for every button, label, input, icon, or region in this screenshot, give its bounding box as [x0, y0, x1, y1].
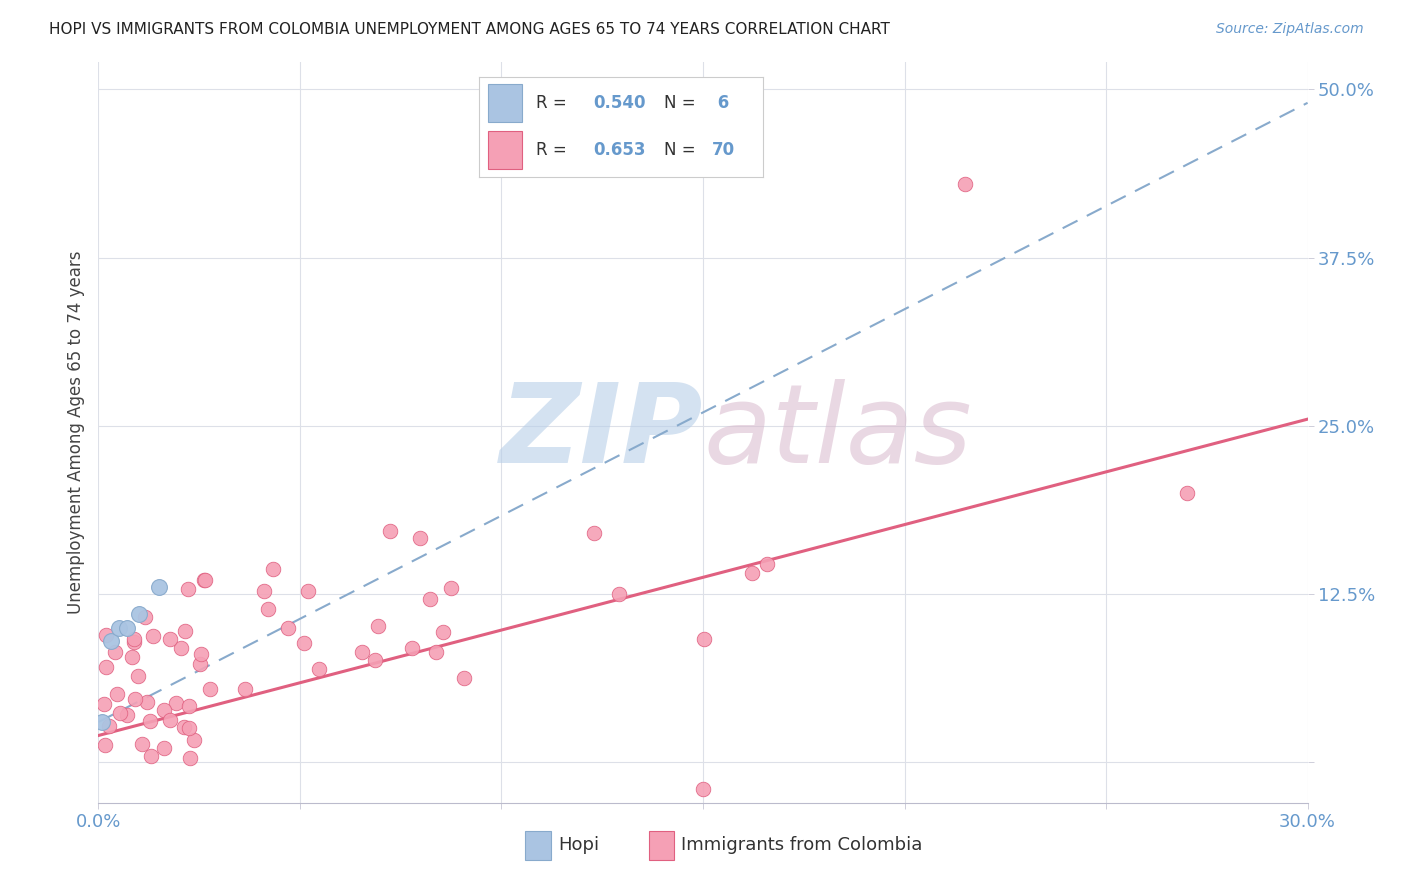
Point — [122, 632, 145, 646]
Point — [297, 583, 319, 598]
Point — [105, 687, 128, 701]
Point — [440, 581, 463, 595]
Point — [367, 619, 389, 633]
Point — [693, 632, 716, 646]
Point — [953, 177, 976, 191]
Point — [425, 645, 447, 659]
Point — [198, 681, 221, 696]
Point — [419, 591, 441, 606]
Point — [257, 602, 280, 616]
Point — [409, 531, 432, 545]
Text: HOPI VS IMMIGRANTS FROM COLOMBIA UNEMPLOYMENT AMONG AGES 65 TO 74 YEARS CORRELAT: HOPI VS IMMIGRANTS FROM COLOMBIA UNEMPLO… — [49, 22, 890, 37]
Point — [124, 691, 146, 706]
Point — [139, 748, 162, 763]
Point — [253, 583, 276, 598]
Point — [96, 628, 118, 642]
Point — [308, 661, 330, 675]
Point — [401, 640, 423, 655]
Point — [607, 587, 630, 601]
Point — [179, 750, 201, 764]
Point — [98, 718, 121, 732]
Point — [194, 573, 217, 587]
Point — [262, 561, 284, 575]
Point — [165, 696, 187, 710]
Point — [741, 566, 763, 581]
Text: Source: ZipAtlas.com: Source: ZipAtlas.com — [1216, 22, 1364, 37]
Point — [135, 695, 157, 709]
Point — [104, 645, 127, 659]
Point — [174, 624, 197, 638]
Point — [378, 524, 401, 539]
Text: atlas: atlas — [703, 379, 972, 486]
Point — [350, 645, 373, 659]
Point — [115, 621, 138, 635]
Point — [193, 573, 215, 587]
Point — [179, 721, 201, 735]
Point — [159, 714, 181, 728]
Point — [159, 632, 181, 647]
Point — [170, 641, 193, 656]
Point — [94, 660, 117, 674]
Point — [148, 581, 170, 595]
Point — [583, 526, 606, 541]
Point — [173, 720, 195, 734]
Point — [100, 634, 122, 648]
Y-axis label: Unemployment Among Ages 65 to 74 years: Unemployment Among Ages 65 to 74 years — [66, 251, 84, 615]
Point — [453, 671, 475, 685]
Point — [153, 740, 176, 755]
Point — [277, 621, 299, 635]
Point — [177, 582, 200, 597]
Point — [128, 607, 150, 622]
Text: ZIP: ZIP — [499, 379, 703, 486]
Point — [108, 706, 131, 720]
Point — [122, 635, 145, 649]
Point — [432, 624, 454, 639]
Point — [107, 621, 129, 635]
Point — [153, 704, 176, 718]
Point — [94, 738, 117, 752]
Point — [121, 650, 143, 665]
Point — [117, 707, 139, 722]
Point — [692, 782, 714, 797]
Point — [91, 714, 114, 729]
Point — [177, 698, 200, 713]
Point — [131, 737, 153, 751]
Point — [292, 635, 315, 649]
Point — [127, 668, 149, 682]
Point — [755, 558, 778, 572]
Point — [364, 653, 387, 667]
Point — [183, 732, 205, 747]
Point — [233, 682, 256, 697]
Point — [134, 610, 156, 624]
Point — [138, 714, 160, 728]
Point — [1175, 486, 1198, 500]
Point — [188, 657, 211, 672]
Point — [142, 629, 165, 643]
Point — [93, 697, 115, 711]
Point — [190, 647, 212, 661]
